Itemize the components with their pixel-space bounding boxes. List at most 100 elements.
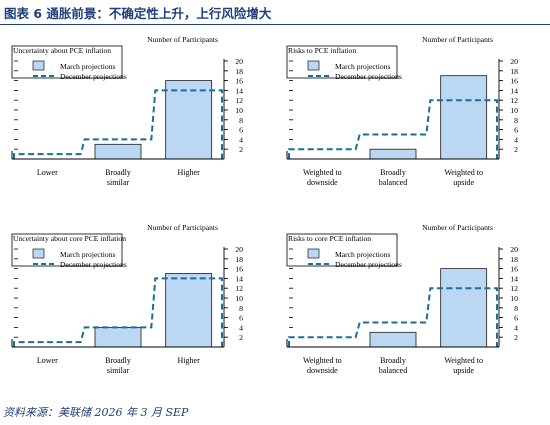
y-tick-label: 4	[239, 135, 243, 144]
y-tick-label: 4	[514, 323, 518, 332]
source-note: 资料来源：美联储 2026 年 3 月 SEP	[3, 406, 189, 419]
bar-march	[369, 331, 417, 348]
x-category-label: Weighted to upside	[444, 356, 483, 375]
y-tick-label: 4	[514, 135, 518, 144]
bar-march	[94, 327, 142, 348]
x-category-label: Broadly similar	[105, 168, 131, 187]
legend-label-march: March projections	[335, 250, 391, 259]
y-tick-label: 6	[514, 314, 518, 323]
legend-frame	[286, 233, 398, 267]
y-tick-label: 16	[235, 265, 243, 274]
y-tick-label: 2	[514, 145, 518, 154]
legend-frame	[11, 233, 123, 267]
figure-header: 图表 6 通胀前景：不确定性上升，上行风险增大	[0, 0, 550, 25]
x-category-label-line: Weighted to	[303, 356, 342, 365]
chart-risks-core-pce: Risks to core PCE inflation Number of Par…	[286, 223, 518, 375]
y-tick-label: 2	[239, 145, 243, 154]
chart-title: Uncertainty about PCE inflation	[13, 46, 111, 55]
legend-swatch-march	[32, 248, 45, 259]
y-tick-label: 6	[239, 126, 243, 135]
y-axis-label: Number of Participants	[422, 35, 493, 44]
legend-frame	[286, 45, 398, 79]
legend-label-march: March projections	[60, 250, 116, 259]
y-axis-label: Number of Participants	[147, 223, 218, 232]
x-category-label-line: Weighted to	[303, 168, 342, 177]
chart-title: Uncertainty about core PCE inflation	[13, 234, 126, 243]
x-category-label: Higher	[178, 356, 201, 365]
x-category-label-line: Broadly	[380, 168, 406, 177]
bar-march	[440, 268, 488, 348]
x-category-label-line: Broadly	[380, 356, 406, 365]
x-category-label-line: Higher	[178, 168, 201, 177]
y-tick-label: 16	[510, 265, 518, 274]
x-category-label-line: Weighted to	[444, 168, 483, 177]
y-tick-label: 14	[510, 86, 518, 95]
y-tick-label: 2	[514, 333, 518, 342]
legend-label-march: March projections	[335, 62, 391, 71]
y-tick-label: 6	[514, 126, 518, 135]
x-category-label: Weighted to upside	[444, 168, 483, 187]
y-tick-label: 8	[239, 116, 243, 125]
x-category-label-line: upside	[453, 178, 474, 187]
series-line-december	[288, 99, 498, 159]
x-category-label-line: downside	[307, 178, 338, 187]
y-tick-label: 20	[510, 245, 518, 254]
bar-march	[165, 80, 213, 160]
chart-risks-pce: Risks to PCE inflation Number of Particip…	[286, 35, 518, 187]
y-tick-label: 8	[514, 304, 518, 313]
chart-uncertainty-core-pce: Uncertainty about core PCE inflation Numb…	[11, 223, 243, 375]
y-tick-label: 20	[235, 57, 243, 66]
legend-label-march: March projections	[60, 62, 116, 71]
legend-frame	[11, 45, 123, 79]
y-tick-label: 16	[510, 77, 518, 86]
chart-title: Risks to PCE inflation	[288, 46, 356, 55]
charts-grid: Uncertainty about PCE inflation Number of…	[0, 26, 550, 402]
y-tick-label: 14	[510, 274, 518, 283]
bar-march	[165, 273, 213, 348]
x-category-label-line: Lower	[37, 168, 58, 177]
figure-title: 图表 6 通胀前景：不确定性上升，上行风险增大	[4, 6, 272, 21]
y-axis-label: Number of Participants	[147, 35, 218, 44]
y-tick-label: 18	[235, 255, 243, 264]
legend-swatch-march	[307, 60, 320, 71]
legend-label-december: December projections	[335, 72, 402, 81]
x-category-label: Weighted to downside	[303, 168, 342, 187]
legend-label-december: December projections	[60, 72, 127, 81]
y-tick-label: 8	[239, 304, 243, 313]
x-category-label-line: Broadly	[105, 356, 131, 365]
series-line-december	[13, 277, 223, 347]
y-tick-label: 10	[235, 294, 243, 303]
y-tick-label: 6	[239, 314, 243, 323]
y-tick-label: 18	[510, 255, 518, 264]
y-tick-label: 10	[510, 106, 518, 115]
y-tick-label: 20	[235, 245, 243, 254]
y-tick-label: 12	[235, 284, 243, 293]
y-tick-label: 12	[510, 96, 518, 105]
y-tick-label: 10	[510, 294, 518, 303]
y-tick-label: 14	[235, 86, 243, 95]
bar-march	[440, 75, 488, 160]
series-line-december	[13, 89, 223, 159]
x-category-label: Broadly balanced	[379, 168, 407, 187]
y-tick-label: 10	[235, 106, 243, 115]
x-category-label: Lower	[37, 356, 58, 365]
x-category-label: Lower	[37, 168, 58, 177]
x-category-label: Weighted to downside	[303, 356, 342, 375]
bar-march	[369, 148, 417, 160]
chart-title: Risks to core PCE inflation	[288, 234, 371, 243]
y-tick-label: 14	[235, 274, 243, 283]
x-category-label-line: Broadly	[105, 168, 131, 177]
y-tick-label: 2	[239, 333, 243, 342]
legend-label-december: December projections	[60, 260, 127, 269]
bar-march	[94, 143, 142, 160]
x-category-label: Broadly balanced	[379, 356, 407, 375]
chart-uncertainty-pce: Uncertainty about PCE inflation Number of…	[11, 35, 243, 187]
legend-label-december: December projections	[335, 260, 402, 269]
x-category-label-line: Higher	[178, 356, 201, 365]
x-category-label-line: upside	[453, 366, 474, 375]
y-tick-label: 8	[514, 116, 518, 125]
y-tick-label: 20	[510, 57, 518, 66]
x-category-label-line: Weighted to	[444, 356, 483, 365]
series-line-december	[288, 287, 498, 347]
x-category-label: Broadly similar	[105, 356, 131, 375]
